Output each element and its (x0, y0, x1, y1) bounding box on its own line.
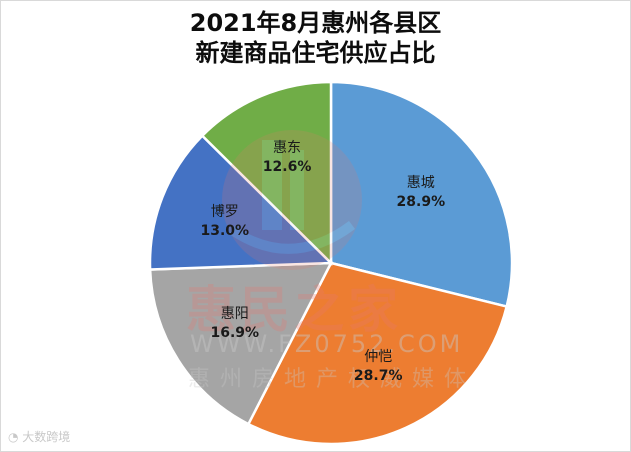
pie-slice-3 (148, 261, 334, 426)
pie-slice-4 (148, 133, 334, 271)
pie-slice-5 (200, 80, 333, 266)
data-label: 仲恺 28.7% (354, 348, 403, 386)
data-label-value: 13.0% (200, 222, 250, 239)
pie-slice-1 (329, 80, 514, 309)
data-label-value: 16.9% (210, 325, 260, 342)
source-watermark: ◔ 大数跨境 (8, 428, 70, 445)
source-logo-icon: ◔ (8, 430, 23, 444)
watermark-logo-icon (222, 130, 362, 270)
chart-title-line-2: 新建商品住宅供应占比 (195, 39, 436, 67)
data-label-value: 28.7% (353, 367, 403, 384)
chart-title-line-1: 2021年8月惠州各县区 (189, 9, 442, 37)
data-label-name: 仲恺 (364, 348, 393, 365)
data-label-value: 12.6% (262, 158, 312, 175)
data-label: 博罗 13.0% (200, 203, 249, 241)
data-label-name: 惠阳 (220, 306, 249, 323)
pie-slice-2 (246, 261, 509, 446)
source-label: 大数跨境 (22, 430, 71, 444)
data-label: 惠东 12.6% (263, 139, 312, 177)
data-label-name: 惠城 (406, 174, 435, 191)
data-label-name: 惠东 (273, 139, 302, 156)
data-label-value: 28.9% (396, 193, 446, 210)
pie-slices (148, 80, 514, 446)
data-label: 惠城 28.9% (397, 174, 446, 212)
data-label-name: 博罗 (210, 203, 239, 220)
data-label: 惠阳 16.9% (210, 305, 259, 343)
